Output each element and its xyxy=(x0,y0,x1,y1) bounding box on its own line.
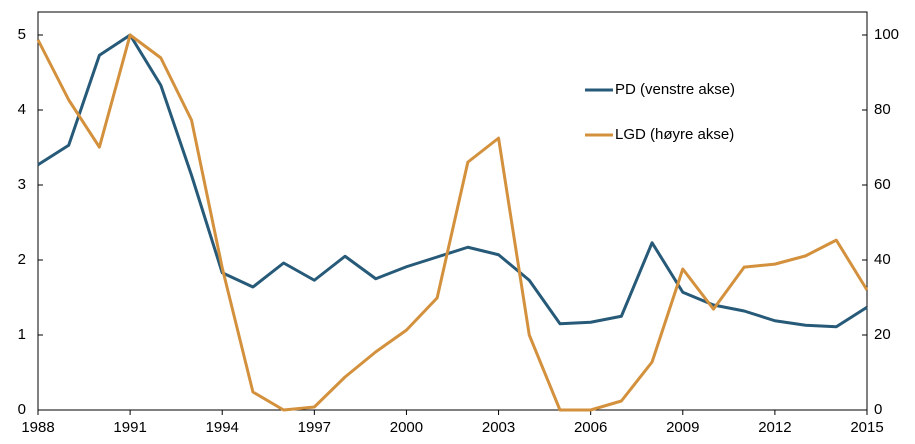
x-tick-label: 2012 xyxy=(758,419,791,436)
y2-tick-label: 100 xyxy=(874,26,899,43)
x-tick-label: 1988 xyxy=(21,419,54,436)
y-tick-label: 3 xyxy=(18,176,26,193)
y-tick-label: 2 xyxy=(18,251,26,268)
y2-tick-label: 0 xyxy=(874,401,882,418)
y-tick-label: 1 xyxy=(18,326,26,343)
legend-label: PD (venstre akse) xyxy=(615,81,735,98)
data-line xyxy=(36,33,869,412)
x-tick-label: 2015 xyxy=(850,419,883,436)
y-tick-label: 5 xyxy=(18,26,26,43)
x-tick-label: 2000 xyxy=(390,419,423,436)
y-tick-label: 0 xyxy=(18,401,26,418)
x-tick-label: 2003 xyxy=(482,419,515,436)
y2-tick-label: 20 xyxy=(874,326,891,343)
y2-tick-label: 40 xyxy=(874,251,891,268)
x-tick-label: 2006 xyxy=(574,419,607,436)
y2-tick-label: 60 xyxy=(874,176,891,193)
plot-frame xyxy=(37,11,868,411)
x-tick-label: 1997 xyxy=(298,419,331,436)
x-tick-label: 1991 xyxy=(113,419,146,436)
x-tick-label: 2009 xyxy=(666,419,699,436)
y-tick-label: 4 xyxy=(18,101,26,118)
x-tick-label: 1994 xyxy=(206,419,239,436)
y2-tick-label: 80 xyxy=(874,101,891,118)
legend-label: LGD (høyre akse) xyxy=(615,126,734,143)
data-line xyxy=(37,33,868,329)
